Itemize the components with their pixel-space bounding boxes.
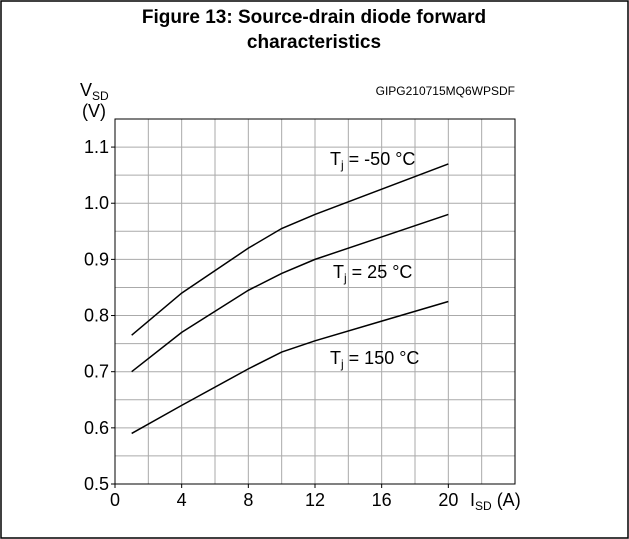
x-tick-label: 12 [305,490,325,510]
series-label: Tj = 25 °C [333,262,412,285]
series-label-text: = -50 °C [344,149,416,169]
figure-code: GIPG210715MQ6WPSDF [376,84,515,98]
y-tick-label: 0.8 [84,306,109,326]
y-tick-label: 0.9 [84,249,109,269]
y-tick-label: 0.6 [84,418,109,438]
series-label-text: = 25 °C [347,262,413,282]
y-tick-label: 1.1 [84,137,109,157]
series-label-sub: j [340,158,344,172]
x-tick-label: 0 [110,490,120,510]
x-tick-label: 16 [372,490,392,510]
series-label: Tj = 150 °C [330,348,419,371]
curve [131,213,449,373]
y-tick-label: 0.7 [84,362,109,382]
series-label-sub: j [343,271,347,285]
chart-title: Figure 13: Source-drain diode forward [142,7,486,28]
curve [131,163,449,336]
x-tick-label: 8 [243,490,253,510]
series-label-text: = 150 °C [344,348,420,368]
series-label-base: T [330,149,341,169]
y-label-sub: SD [92,89,109,103]
x-label-sub: SD [475,499,492,513]
y-tick-label: 1.0 [84,193,109,213]
x-label-unit: (A) [492,490,521,510]
y-label-base: V [80,80,92,100]
y-axis-label: VSD [80,80,109,103]
y-axis-unit: (V) [82,101,106,121]
x-tick-label: 4 [177,490,187,510]
x-label-base: I [470,490,475,510]
chart-title: characteristics [247,32,381,53]
series-label-base: T [330,348,341,368]
curve [131,300,449,435]
x-tick-label: 20 [438,490,458,510]
series-label-base: T [333,262,344,282]
series-label-sub: j [340,357,344,371]
series-label: Tj = -50 °C [330,149,415,172]
y-tick-label: 0.5 [84,474,109,494]
x-axis-label: ISD (A) [470,490,521,513]
